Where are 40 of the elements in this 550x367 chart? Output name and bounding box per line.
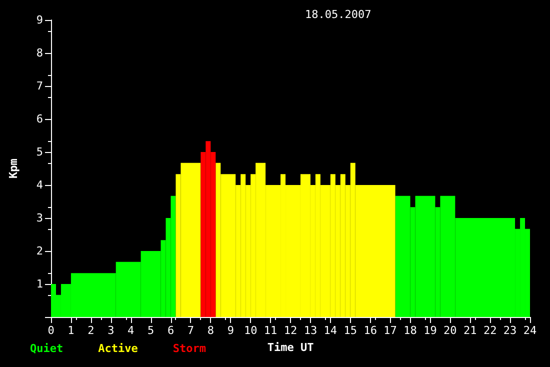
x-tick-label: 5 [147,324,154,337]
y-tick-label: 5 [36,146,43,158]
y-tick-label: 3 [36,212,43,224]
x-tick-label: 23 [503,324,517,337]
x-tick-label: 24 [523,324,537,337]
x-tick-label: 17 [384,324,397,337]
y-tick-label: 6 [36,112,43,126]
y-axis-title: Kpm [7,158,20,178]
y-tick-label: 9 [36,14,43,26]
x-tick-label: 22 [483,324,497,337]
y-tick-label: 8 [36,46,43,60]
x-tick-label: 12 [284,324,298,337]
x-tick-label: 8 [207,324,214,337]
x-tick-label: 15 [344,324,357,337]
y-tick-label: 4 [36,178,44,192]
y-tick-label: 1 [36,278,43,290]
x-tick-label: 6 [167,324,174,337]
x-tick-label: 11 [264,324,278,337]
x-tick-label: 0 [48,324,54,337]
x-tick-label: 2 [88,324,94,337]
text: Storm [172,342,206,355]
x-axis-title: Time UT [267,341,314,354]
x-tick-label: 18 [404,324,417,337]
text: Active [98,342,138,355]
x-tick-label: 19 [424,324,437,337]
x-tick-label: 16 [364,324,377,337]
text: Quiet [30,342,64,355]
x-tick-label: 1 [68,324,74,337]
x-tick-label: 4 [128,324,135,337]
chart-title: 18.05.2007 [305,8,372,21]
y-tick-label: 2 [36,244,43,258]
y-tick-label: 7 [36,80,43,92]
x-tick-label: 10 [244,324,258,337]
x-tick-label: 21 [464,324,477,337]
x-tick-label: 9 [227,324,234,337]
x-tick-label: 7 [187,324,194,337]
x-tick-label: 3 [108,324,114,337]
x-tick-label: 14 [324,324,338,337]
x-tick-label: 13 [304,324,318,337]
x-tick-label: 20 [444,324,457,337]
